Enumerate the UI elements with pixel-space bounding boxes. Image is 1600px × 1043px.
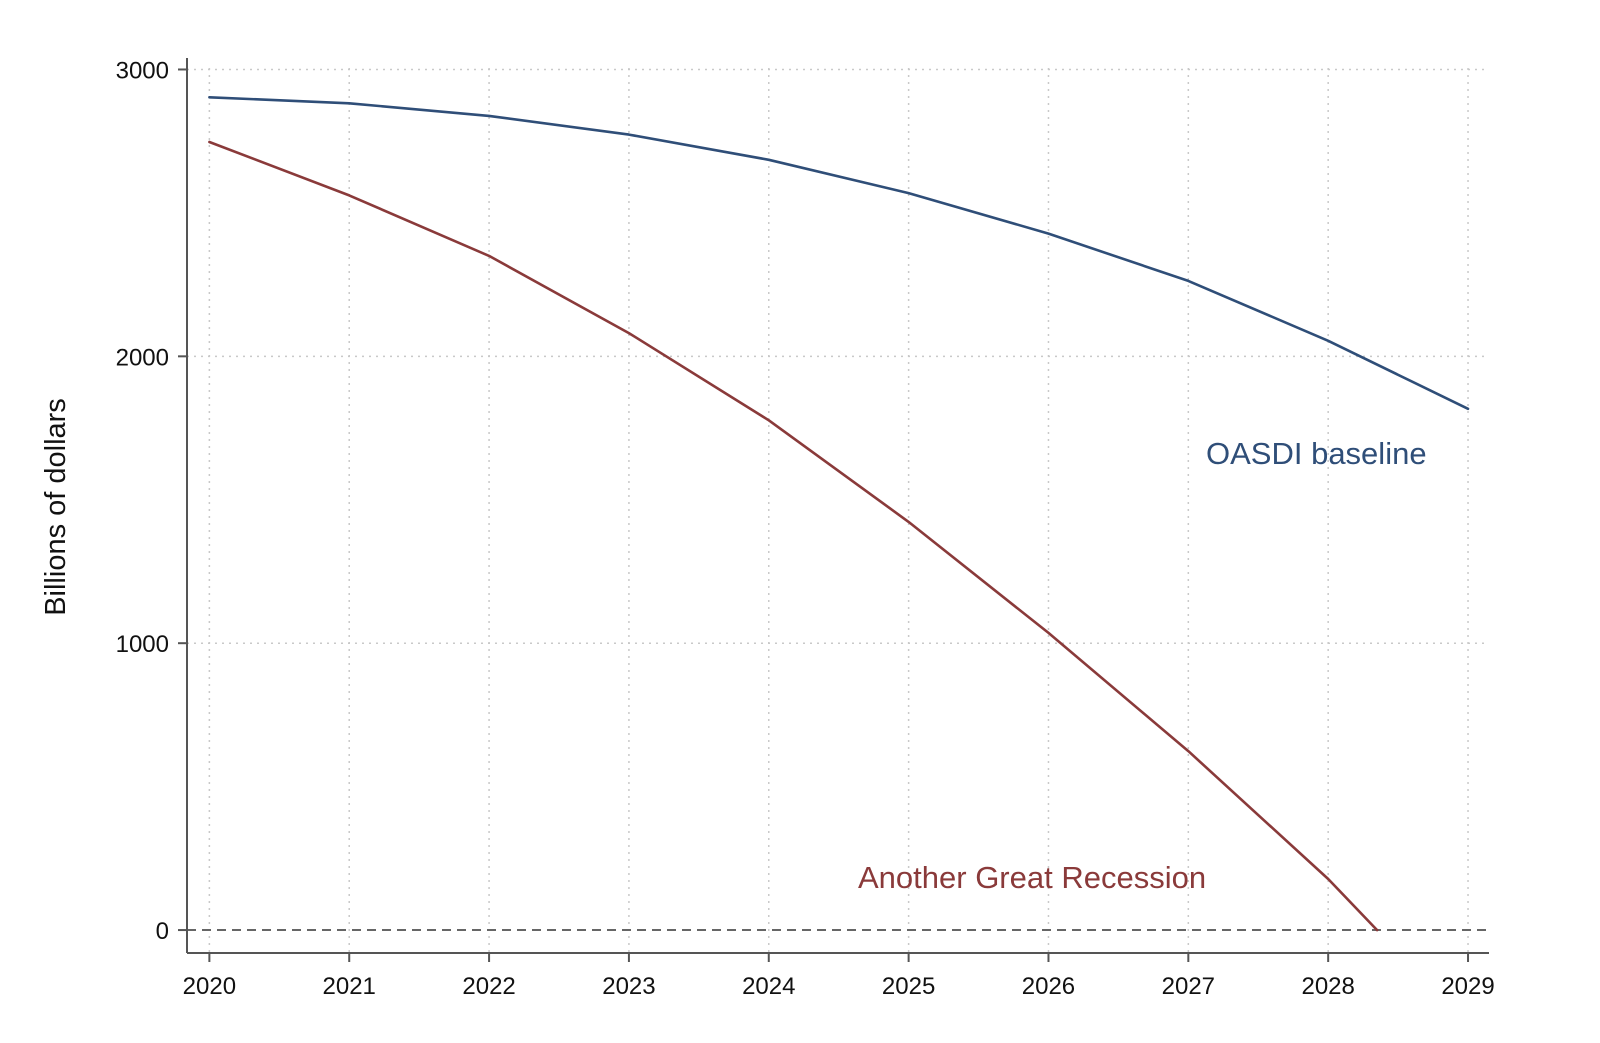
x-tick-label: 2027 [1162, 973, 1215, 1000]
x-tick-label: 2020 [183, 973, 236, 1000]
x-tick-label: 2026 [1022, 973, 1075, 1000]
series-label-oasdi-baseline: OASDI baseline [1206, 436, 1427, 471]
y-axis-title: Billions of dollars [40, 398, 72, 616]
ticks: 0 1000 2000 3000 2020 2021 2022 2023 2024 2025 202… [116, 57, 1495, 1000]
gridlines [187, 68, 1488, 953]
y-tick-label: 0 [156, 918, 169, 945]
x-tick-label: 2022 [462, 973, 515, 1000]
x-tick-label: 2025 [882, 973, 935, 1000]
x-tick-label: 2023 [602, 973, 655, 1000]
x-tick-label: 2028 [1301, 973, 1354, 1000]
x-tick-label: 2021 [323, 973, 376, 1000]
x-tick-label: 2024 [742, 973, 795, 1000]
x-tick-label: 2029 [1441, 973, 1494, 1000]
series-lines [208, 96, 1470, 932]
series-line-another-great-recession [208, 140, 1379, 932]
axes [186, 58, 1489, 954]
y-tick-label: 1000 [116, 631, 169, 658]
series-line-oasdi-baseline [208, 96, 1470, 411]
series-label-another-great-recession: Another Great Recession [858, 860, 1206, 895]
y-tick-label: 3000 [116, 57, 169, 84]
y-tick-label: 2000 [116, 344, 169, 371]
